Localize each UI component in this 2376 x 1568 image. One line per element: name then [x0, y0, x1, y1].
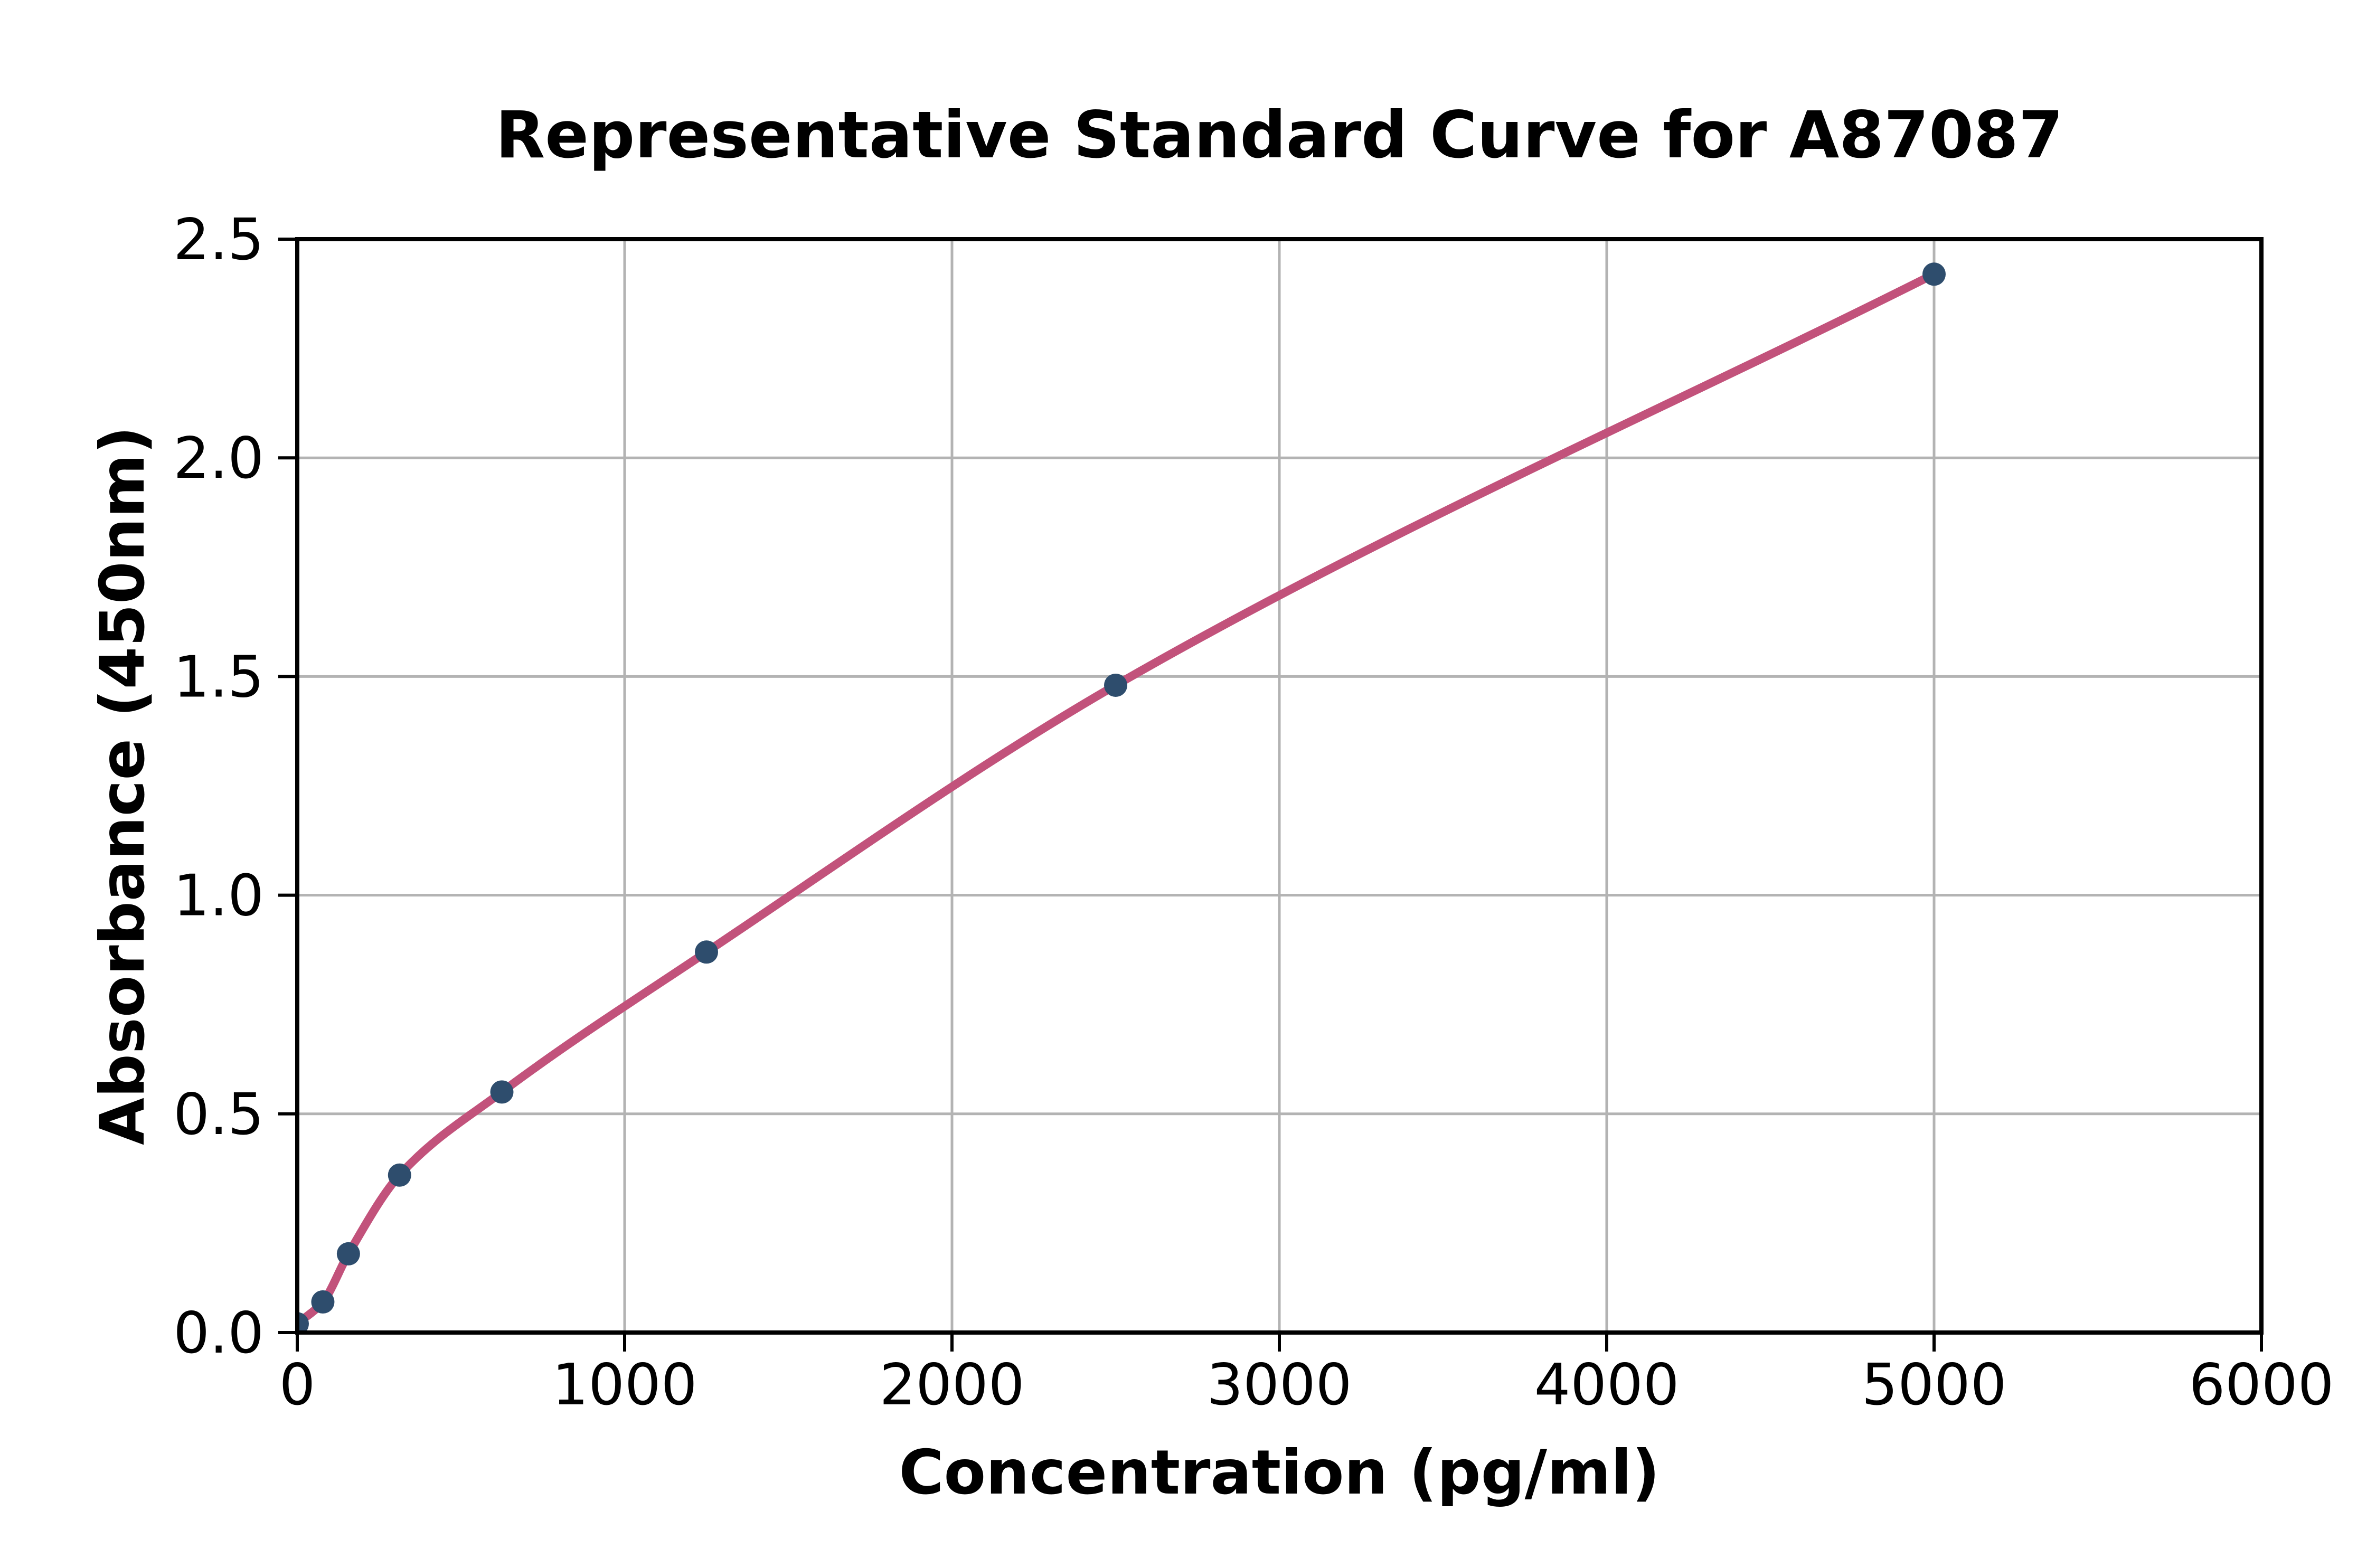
x-tick-label: 4000 [1534, 1352, 1680, 1418]
data-point-marker [490, 1080, 514, 1104]
data-point-marker [1104, 673, 1127, 697]
x-tick-label: 0 [279, 1352, 316, 1418]
x-tick-label: 2000 [880, 1352, 1025, 1418]
data-point-marker [311, 1290, 335, 1314]
data-layer [297, 262, 1946, 1333]
y-tick-label: 0.5 [173, 1082, 264, 1148]
data-point-marker [297, 1312, 309, 1333]
fitted-curve [297, 270, 1938, 1328]
y-tick-label: 1.0 [173, 863, 264, 929]
data-point-marker [1922, 262, 1946, 286]
x-tick-label: 1000 [552, 1352, 697, 1418]
y-tick-label: 1.5 [173, 644, 264, 710]
y-tick-label: 0.0 [173, 1300, 264, 1366]
y-tick-label: 2.0 [173, 426, 264, 492]
chart-title: Representative Standard Curve for A87087 [495, 98, 2063, 173]
data-point-marker [336, 1242, 360, 1265]
x-tick-label: 5000 [1862, 1352, 2007, 1418]
x-tick-label: 6000 [2189, 1352, 2334, 1418]
x-tick-label: 3000 [1207, 1352, 1352, 1418]
data-point-marker [695, 940, 718, 964]
y-tick-label: 2.5 [173, 207, 264, 273]
x-axis-title: Concentration (pg/ml) [899, 1437, 1660, 1508]
data-point-marker [388, 1163, 411, 1187]
